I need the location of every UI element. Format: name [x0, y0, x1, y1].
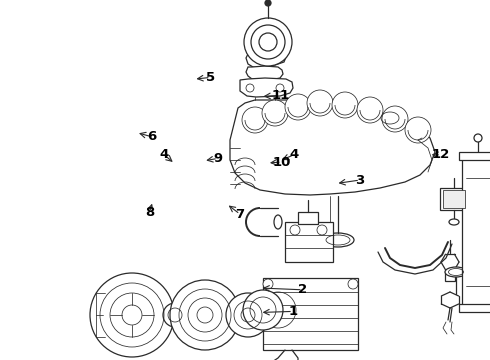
Circle shape: [262, 100, 288, 126]
Text: 9: 9: [214, 152, 222, 165]
Text: 6: 6: [147, 130, 156, 143]
Circle shape: [90, 273, 174, 357]
Ellipse shape: [445, 267, 467, 277]
Circle shape: [226, 293, 270, 337]
Circle shape: [357, 97, 383, 123]
Text: 8: 8: [145, 206, 154, 219]
Circle shape: [285, 94, 311, 120]
Polygon shape: [246, 50, 286, 68]
Bar: [298, 212, 318, 224]
Text: 12: 12: [432, 148, 450, 161]
Circle shape: [242, 107, 268, 133]
Circle shape: [405, 117, 431, 143]
Ellipse shape: [449, 219, 459, 225]
Text: 1: 1: [289, 305, 297, 318]
Text: 2: 2: [298, 283, 307, 296]
Bar: [285, 222, 333, 262]
Text: 10: 10: [272, 156, 291, 168]
Bar: [459, 304, 490, 312]
Circle shape: [307, 90, 333, 116]
Circle shape: [244, 18, 292, 66]
Text: 4: 4: [290, 148, 298, 161]
Circle shape: [170, 280, 240, 350]
Bar: [263, 278, 358, 350]
Ellipse shape: [322, 233, 354, 247]
Text: 11: 11: [271, 89, 290, 102]
Circle shape: [332, 92, 358, 118]
Polygon shape: [230, 100, 435, 195]
Circle shape: [263, 279, 273, 289]
Text: 4: 4: [160, 148, 169, 161]
Ellipse shape: [274, 215, 282, 229]
Circle shape: [251, 25, 285, 59]
Circle shape: [474, 134, 482, 142]
Circle shape: [163, 303, 187, 327]
Circle shape: [265, 0, 271, 6]
Text: 7: 7: [236, 208, 245, 221]
Bar: [445, 271, 455, 281]
Circle shape: [348, 279, 358, 289]
Circle shape: [382, 106, 408, 132]
Polygon shape: [246, 66, 283, 80]
Bar: [459, 152, 490, 160]
Text: 3: 3: [356, 174, 365, 186]
Bar: [462, 158, 490, 306]
Bar: [443, 190, 465, 208]
Circle shape: [243, 290, 283, 330]
Circle shape: [259, 33, 277, 51]
Bar: [440, 188, 468, 210]
Text: 5: 5: [206, 71, 215, 84]
Polygon shape: [240, 78, 293, 97]
